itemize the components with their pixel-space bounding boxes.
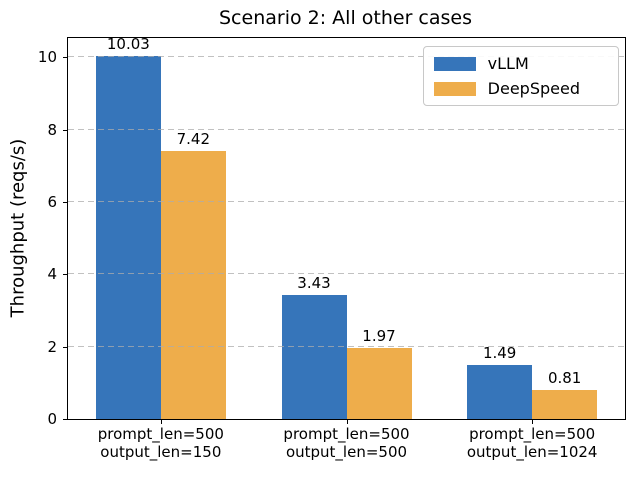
x-tick-label: prompt_len=500 output_len=1024 [439,425,625,461]
value-label: 1.49 [482,344,517,363]
y-tick-mark [63,201,67,203]
legend-label-deepspeed: DeepSpeed [487,79,580,98]
legend-item-vllm: vLLM [433,54,606,73]
deepspeed-color-swatch [433,81,476,96]
y-tick-label: 8 [47,120,57,139]
gridline-y4 [68,273,625,275]
value-label: 3.43 [297,273,331,292]
x-tick-mark [346,420,348,424]
y-tick-label: 4 [47,265,57,284]
y-tick-label: 6 [47,192,57,211]
y-tick-mark [63,57,67,59]
value-label: 10.03 [106,35,150,54]
gridline-y10 [68,56,625,58]
value-label: 0.81 [547,368,582,387]
x-tick-line2: output_len=1024 [466,443,598,461]
bar-vllm-1 [281,294,347,419]
y-tick-mark [63,129,67,131]
x-tick-line2: output_len=150 [100,443,222,461]
x-tick-label: prompt_len=500 output_len=150 [68,425,254,461]
x-tick-label: prompt_len=500 output_len=500 [254,425,440,461]
bar-deepspeed-2 [532,389,598,419]
plot-area: 10.03 7.42 3.43 1.97 1.49 0.81 vLLM DeepSpeed [67,35,626,420]
legend-item-deepspeed: DeepSpeed [433,79,606,98]
y-tick-mark [63,274,67,276]
x-tick-line1: prompt_len=500 [97,425,224,443]
bar-deepspeed-0 [160,150,226,419]
value-label: 7.42 [176,129,211,148]
bar-vllm-0 [95,56,161,419]
y-tick-label: 10 [37,48,57,67]
x-tick-mark [532,420,534,424]
x-tick-mark [160,420,162,424]
gridline-y8 [68,128,625,130]
x-tick-line1: prompt_len=500 [469,425,596,443]
x-tick-line1: prompt_len=500 [283,425,410,443]
y-tick-mark [63,346,67,348]
y-axis-label: Throughput (reqs/s) [7,138,29,318]
x-tick-line2: output_len=500 [285,443,408,461]
legend-label-vllm: vLLM [487,54,529,73]
bar-deepspeed-1 [346,347,412,419]
chart-title: Scenario 2: All other cases [219,7,472,29]
gridline-y2 [68,345,625,347]
y-tick-mark [63,419,67,420]
vllm-color-swatch [433,56,476,71]
y-tick-label: 0 [47,410,57,428]
legend: vLLM DeepSpeed [422,46,619,106]
bar-vllm-2 [467,365,533,419]
gridline-y6 [68,200,625,202]
y-tick-label: 2 [47,337,57,356]
value-label: 1.97 [362,326,396,345]
